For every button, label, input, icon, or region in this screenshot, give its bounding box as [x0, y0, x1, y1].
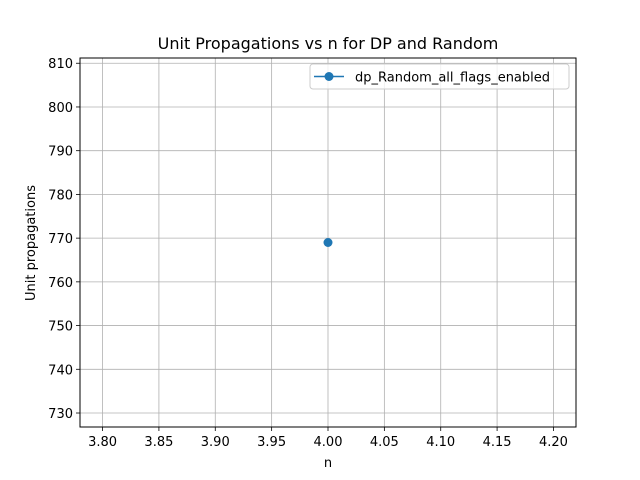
- y-tick-label: 810: [48, 57, 73, 72]
- y-axis-ticks: 730 740 750 760 770 780 790 800 810: [48, 57, 80, 422]
- y-tick-label: 790: [48, 145, 73, 160]
- legend-label: dp_Random_all_flags_enabled: [355, 71, 550, 86]
- y-tick-label: 800: [48, 101, 73, 116]
- y-tick-label: 760: [48, 276, 73, 291]
- y-tick-label: 730: [48, 407, 73, 422]
- legend-box: [309, 63, 570, 90]
- x-axis-label: n: [324, 456, 332, 471]
- data-point: [323, 238, 333, 247]
- series-layer: [323, 238, 333, 247]
- legend: dp_Random_all_flags_enabled: [309, 63, 570, 90]
- legend-marker: [324, 72, 334, 81]
- x-tick-label: 3.85: [144, 435, 173, 450]
- x-tick-label: 3.95: [257, 435, 286, 450]
- x-tick-label: 4.10: [426, 435, 455, 450]
- x-axis-ticks: 3.80 3.85 3.90 3.95 4.00 4.05 4.10 4.15 4.20: [88, 427, 568, 450]
- x-tick-label: 3.90: [201, 435, 230, 450]
- y-tick-label: 780: [48, 188, 73, 203]
- y-tick-label: 740: [48, 363, 73, 378]
- x-tick-label: 4.00: [314, 435, 343, 450]
- x-tick-label: 4.15: [483, 435, 512, 450]
- x-tick-label: 4.20: [539, 435, 568, 450]
- y-tick-label: 750: [48, 320, 73, 335]
- x-tick-label: 3.80: [88, 435, 117, 450]
- y-axis-label: Unit propagations: [24, 185, 39, 301]
- x-tick-label: 4.05: [370, 435, 399, 450]
- y-tick-label: 770: [48, 232, 73, 247]
- chart-title: Unit Propagations vs n for DP and Random: [158, 34, 499, 53]
